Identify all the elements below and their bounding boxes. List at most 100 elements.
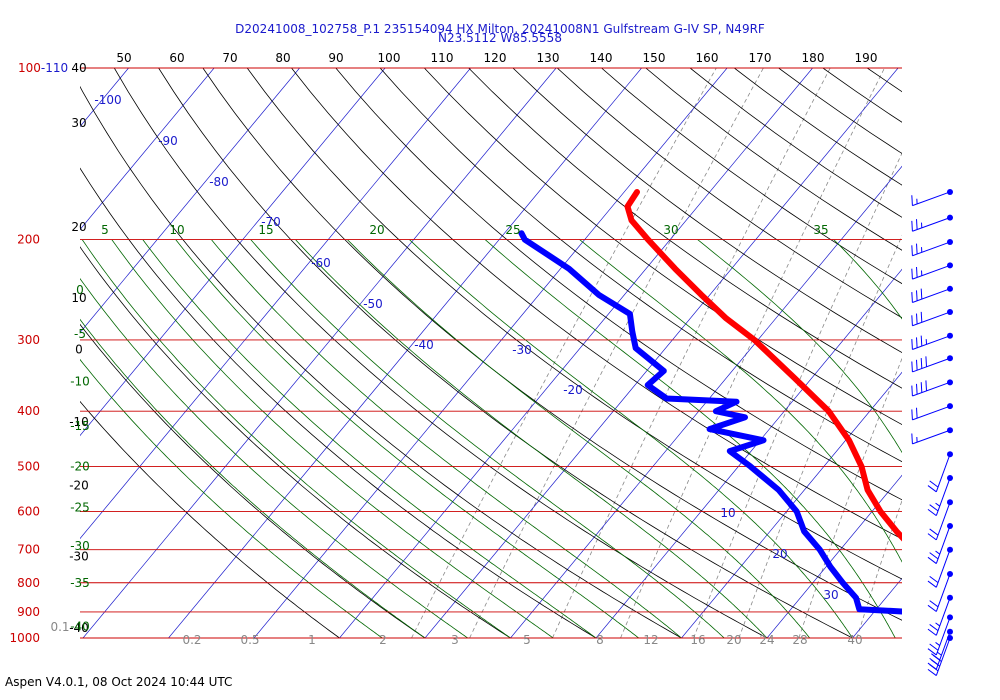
mixing-ratio-line: [620, 68, 885, 639]
isotherm-label: -40: [414, 338, 434, 352]
dry-adiabat-line: [246, 68, 902, 580]
isotherm-label: 20: [772, 547, 787, 561]
wind-barb: [927, 594, 953, 636]
top-axis-tick-label: 130: [537, 51, 560, 65]
mixing-ratio-label: 5: [523, 633, 531, 647]
moist-adiabat-label: 15: [258, 223, 273, 237]
wind-barb: [911, 379, 953, 397]
dry-adiabat-line: [80, 400, 340, 639]
isotherm-label: 10: [720, 506, 735, 520]
wind-barb: [911, 188, 953, 207]
isobar-lines: [80, 67, 902, 639]
isotherm-line: [253, 68, 728, 639]
wind-barb: [911, 285, 953, 303]
mixing-ratio-line: [948, 68, 1000, 638]
mixing-ratio-label: 20: [726, 633, 741, 647]
moist-adiabat-label: -5: [74, 327, 86, 341]
isotherm-line: [595, 268, 902, 639]
moist-adiabat-line: [175, 239, 640, 639]
isotherm-line: [681, 371, 902, 639]
top-axis-tick-label: 80: [275, 51, 290, 65]
dry-adiabat-line: [424, 68, 902, 426]
mixing-ratio-label: 0.2: [182, 633, 201, 647]
moist-adiabat-label: 25: [505, 223, 520, 237]
moist-adiabat-label: -15: [70, 419, 90, 433]
moist-adiabat-line: [111, 239, 554, 639]
wind-barb: [927, 522, 953, 564]
isotherm-label: -70: [261, 215, 281, 229]
wind-barb: [927, 546, 953, 588]
moist-adiabat-label: 20: [369, 223, 384, 237]
isotherm-line: [80, 68, 215, 231]
dry-adiabat-line: [80, 85, 682, 639]
isotherm-label: -100: [94, 93, 121, 107]
isotherm-label: -90: [158, 134, 178, 148]
left-temperature-label: -20: [69, 478, 89, 492]
top-axis-tick-label: 160: [696, 51, 719, 65]
isotherm-line: [80, 68, 471, 540]
mixing-ratio-line: [411, 68, 717, 639]
isotherm-line: [339, 68, 813, 639]
isotherm-line: [82, 68, 557, 639]
mixing-ratio-line: [693, 152, 902, 639]
moist-adiabat-label: -25: [70, 500, 90, 514]
mixing-ratio-line: [909, 68, 1000, 638]
isotherm-label: 30: [823, 588, 838, 602]
moist-adiabat-label: -20: [70, 459, 90, 473]
pressure-tick-label: 800: [17, 576, 40, 590]
isotherm-label: -80: [209, 175, 229, 189]
mixing-ratio-line: [798, 357, 902, 639]
wind-barb: [927, 570, 953, 612]
dewpoint-profile-line: [518, 230, 902, 615]
moist-adiabat-label: -35: [70, 576, 90, 590]
top-axis-tick-label: 170: [749, 51, 772, 65]
left-temperature-label: 30: [71, 116, 86, 130]
left-temperature-label: -40: [69, 621, 89, 635]
sounding-profiles: [518, 189, 902, 615]
dry-adiabat-line: [912, 68, 1000, 638]
isotherm-line: [168, 68, 642, 639]
temperature-profile-line: [624, 189, 902, 542]
pressure-tick-label: 700: [17, 543, 40, 557]
left-temperature-label: 0: [75, 343, 83, 357]
moist-adiabat-line: [484, 239, 896, 639]
pressure-tick-label: 200: [17, 233, 40, 247]
wind-barb: [911, 309, 953, 327]
dry-adiabat-line: [291, 68, 902, 540]
wind-barb: [927, 635, 953, 676]
top-axis-tick-label: 60: [169, 51, 184, 65]
dry-adiabat-line: [468, 68, 902, 389]
chart-title-line1: D20241008_102758_P.1 235154094 HX Milton…: [235, 22, 765, 36]
wind-barb: [911, 214, 953, 232]
left-temperature-label: 40: [71, 61, 86, 75]
moist-adiabat-line: [697, 239, 902, 454]
moist-adiabat-label: 35: [813, 223, 828, 237]
wind-barb: [911, 262, 953, 280]
top-axis-tick-label: 140: [590, 51, 613, 65]
moist-adiabat-line: [409, 239, 853, 639]
pressure-tick-label: 900: [17, 605, 40, 619]
wind-barb: [911, 239, 953, 257]
dry-adiabat-line: [158, 68, 853, 639]
mixing-ratio-label: 28: [792, 633, 807, 647]
wind-barbs: [911, 188, 953, 676]
isotherm-line: [80, 68, 300, 334]
isotherm-line: [510, 165, 902, 639]
mixing-ratio-label: 3: [451, 633, 459, 647]
pressure-tick-label: 400: [17, 404, 40, 418]
pressure-tick-label: 600: [17, 505, 40, 519]
dry-adiabat-line: [822, 68, 902, 123]
top-axis-tick-label: 90: [328, 51, 343, 65]
dry-adiabat-line: [80, 246, 511, 639]
isotherm-line: [424, 68, 899, 639]
top-axis-tick-label: 120: [484, 51, 507, 65]
mixing-ratio-label: 1: [308, 633, 316, 647]
diagram-grid: [80, 68, 1000, 639]
pressure-tick-label: 100-110: [18, 61, 68, 75]
dry-adiabat-line: [956, 68, 1000, 638]
pressure-tick-label: 1000: [9, 631, 40, 645]
left-temperature-label: 20: [71, 220, 86, 234]
mixing-ratio-label: 2: [379, 633, 387, 647]
left-temperature-label: -30: [69, 550, 89, 564]
wind-barb: [927, 475, 953, 517]
